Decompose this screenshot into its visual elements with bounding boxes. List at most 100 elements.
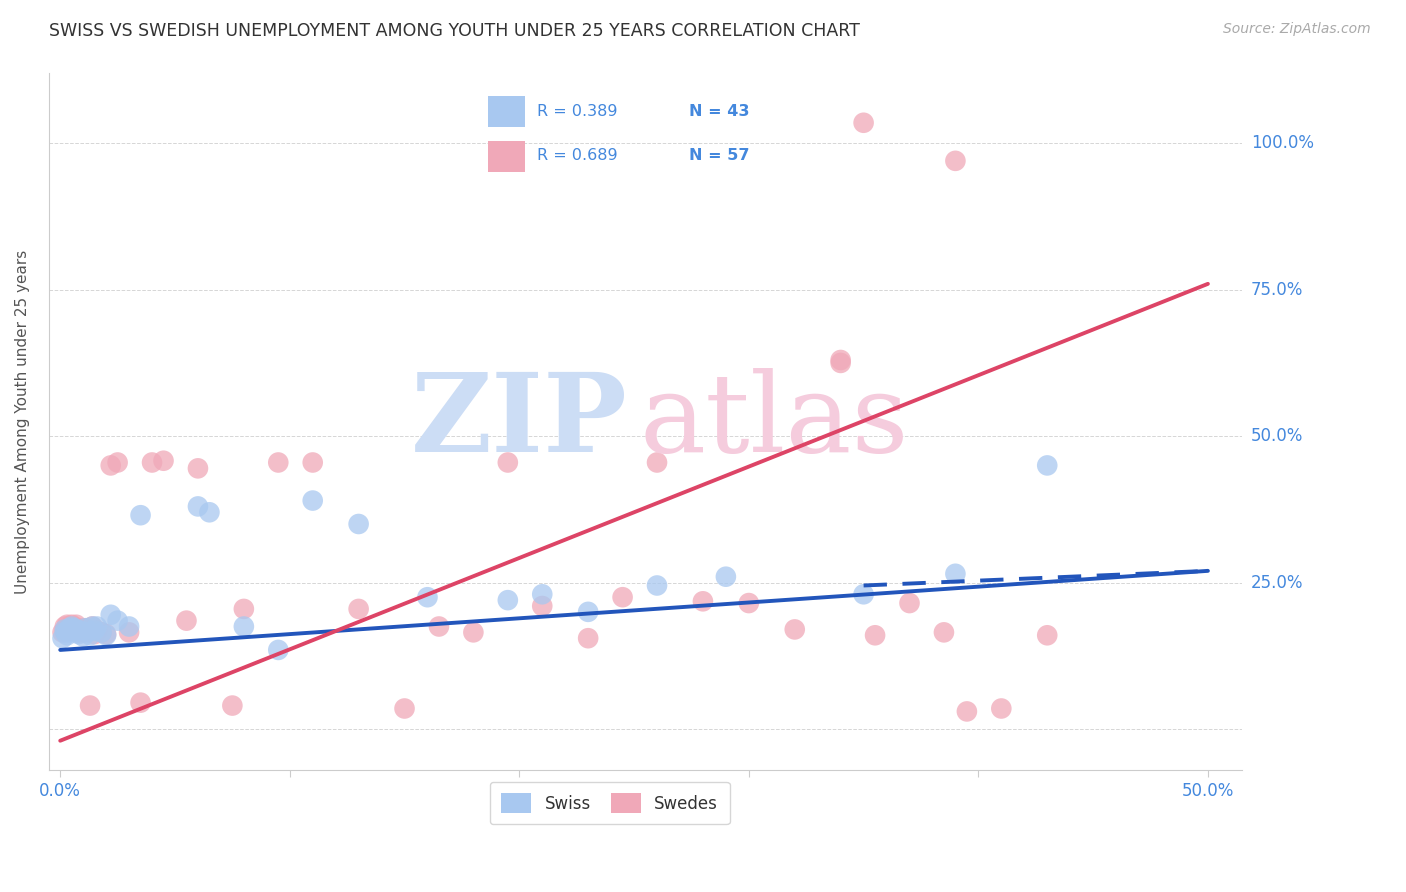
Point [53, 619, 76, 633]
Point [94, 628, 117, 642]
Point [141, 455, 163, 469]
Point [932, 625, 955, 640]
Point [416, 591, 439, 605]
Point [187, 461, 209, 475]
Point [783, 623, 806, 637]
Point [94, 627, 117, 641]
Point [645, 455, 668, 469]
Y-axis label: Unemployment Among Youth under 25 years: Unemployment Among Youth under 25 years [15, 250, 30, 593]
Point [79, 628, 101, 642]
Point [118, 625, 141, 640]
Point [301, 493, 323, 508]
Point [67, 625, 90, 640]
Point [118, 619, 141, 633]
Point [82, 619, 104, 633]
Text: ZIP: ZIP [411, 368, 627, 475]
Point [129, 508, 152, 523]
Point [60, 617, 83, 632]
Point [60, 621, 83, 635]
Point [58, 619, 80, 633]
Text: 75.0%: 75.0% [1251, 281, 1303, 299]
Point [86, 624, 108, 638]
Point [75, 621, 97, 635]
Point [107, 455, 129, 469]
Point [53, 625, 76, 640]
Point [129, 696, 152, 710]
Point [187, 500, 209, 514]
Point [70, 624, 93, 638]
Point [63, 624, 86, 638]
Point [58, 625, 80, 640]
Point [956, 705, 979, 719]
Point [100, 458, 122, 473]
Point [692, 594, 714, 608]
Point [63, 621, 86, 635]
Point [232, 619, 254, 633]
Point [852, 587, 875, 601]
Text: Source: ZipAtlas.com: Source: ZipAtlas.com [1223, 22, 1371, 37]
Point [56, 628, 79, 642]
Point [945, 153, 967, 168]
Point [463, 625, 485, 640]
Point [56, 624, 79, 638]
Point [72, 625, 94, 640]
Point [738, 596, 761, 610]
Point [267, 455, 290, 469]
Point [267, 643, 290, 657]
Point [576, 631, 599, 645]
Point [51, 631, 73, 645]
Point [198, 505, 221, 519]
Point [67, 627, 90, 641]
Text: atlas: atlas [640, 368, 910, 475]
Point [100, 607, 122, 622]
Point [65, 617, 87, 632]
Point [347, 516, 370, 531]
Point [90, 625, 112, 640]
Point [576, 605, 599, 619]
Text: 25.0%: 25.0% [1251, 574, 1303, 591]
Point [53, 623, 76, 637]
Point [945, 566, 967, 581]
Point [1036, 458, 1059, 473]
Point [496, 593, 519, 607]
Point [714, 570, 737, 584]
Point [90, 625, 112, 640]
Point [990, 701, 1012, 715]
Point [70, 624, 93, 638]
Point [496, 455, 519, 469]
Point [152, 454, 174, 468]
Point [58, 621, 80, 635]
Point [347, 602, 370, 616]
Point [56, 617, 79, 632]
Point [65, 621, 87, 635]
Point [612, 591, 634, 605]
Point [65, 625, 87, 640]
Point [79, 698, 101, 713]
Point [176, 614, 198, 628]
Point [107, 614, 129, 628]
Point [427, 619, 450, 633]
Point [83, 624, 105, 638]
Point [531, 599, 554, 613]
Text: 100.0%: 100.0% [1251, 135, 1313, 153]
Point [76, 625, 98, 640]
Point [830, 353, 852, 368]
Point [60, 619, 83, 633]
Text: 50.0%: 50.0% [1251, 427, 1303, 445]
Point [863, 628, 886, 642]
Point [76, 624, 98, 638]
Text: SWISS VS SWEDISH UNEMPLOYMENT AMONG YOUTH UNDER 25 YEARS CORRELATION CHART: SWISS VS SWEDISH UNEMPLOYMENT AMONG YOUT… [49, 22, 860, 40]
Legend: Swiss, Swedes: Swiss, Swedes [489, 781, 730, 824]
Point [65, 623, 87, 637]
Point [53, 624, 76, 638]
Point [63, 624, 86, 638]
Point [898, 596, 921, 610]
Point [82, 619, 104, 633]
Point [852, 116, 875, 130]
Point [394, 701, 416, 715]
Point [58, 624, 80, 638]
Point [72, 630, 94, 644]
Point [830, 356, 852, 370]
Point [645, 578, 668, 592]
Point [83, 627, 105, 641]
